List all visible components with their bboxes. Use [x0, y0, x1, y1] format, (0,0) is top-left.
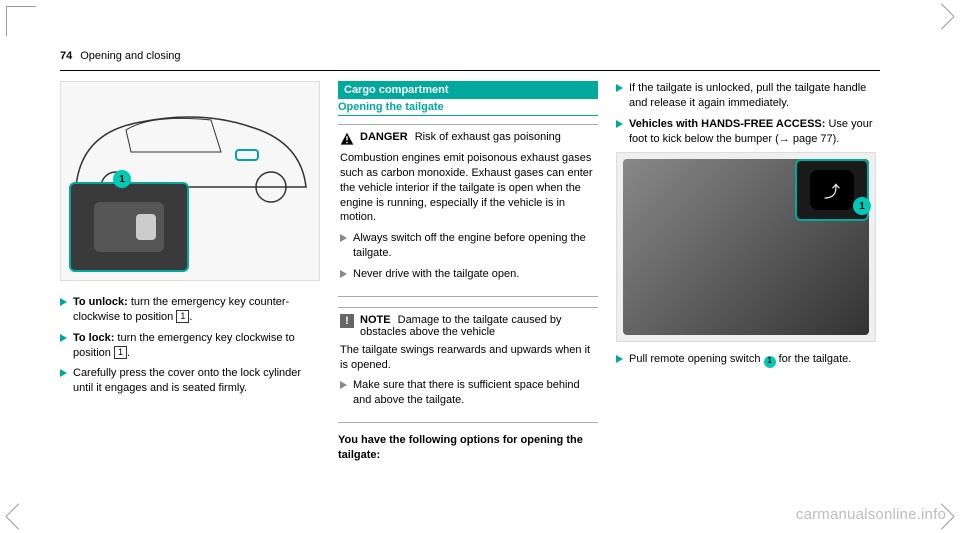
option-1: If the tailgate is unlocked, pull the ta…: [616, 81, 876, 111]
note-bullet-1: Make sure that there is sufficient space…: [340, 378, 596, 408]
tailgate-button-inset: ⤴ 1: [795, 159, 869, 221]
note-icon: !: [340, 314, 354, 328]
instruction-lock: To lock: turn the emergency key clockwis…: [60, 331, 320, 361]
cropmark-tl: [6, 6, 36, 36]
handsfree-label: Vehicles with HANDS-FREE ACCESS:: [629, 118, 825, 130]
note-label: NOTE: [360, 314, 391, 326]
danger-title: Risk of exhaust gas poisoning: [412, 131, 561, 143]
press-text: Carefully press the cover onto the lock …: [73, 366, 320, 396]
note-box: ! NOTE Damage to the tailgate caused by …: [338, 307, 598, 423]
danger-box: DANGER Risk of exhaust gas poisoning Com…: [338, 124, 598, 297]
marker-1-icon: 1: [853, 197, 871, 215]
section-name: Opening and closing: [80, 50, 180, 62]
subheading: Opening the tailgate: [338, 101, 598, 116]
tailgate-button: ⤴: [810, 170, 854, 210]
instruction-unlock: To unlock: turn the emergency key counte…: [60, 295, 320, 325]
column-3: If the tailgate is unlocked, pull the ta…: [616, 81, 876, 469]
bullet-icon: [60, 334, 67, 342]
column-1: 1 To unlock: turn the emergency key coun…: [60, 81, 320, 469]
danger-body: Combustion engines emit poisonous exhaus…: [340, 151, 596, 225]
bullet-icon: [340, 270, 347, 278]
bullet-icon: [616, 84, 623, 92]
options-intro: You have the following options for openi…: [338, 433, 598, 463]
bullet-icon: [616, 355, 623, 363]
danger-bullet-1: Always switch off the engine before open…: [340, 231, 596, 261]
note-body: The tailgate swings rearwards and upward…: [340, 343, 596, 373]
marker-1-icon: 1: [113, 170, 131, 188]
door-lock-figure: 1: [60, 81, 320, 281]
header-rule: [60, 70, 880, 71]
tailgate-open-icon: ⤴: [824, 178, 840, 202]
instruction-press: Carefully press the cover onto the lock …: [60, 366, 320, 396]
option-3: Pull remote opening switch 1 for the tai…: [616, 352, 876, 367]
watermark: carmanualsonline.info: [796, 506, 946, 523]
pull-switch-pre: Pull remote opening switch: [629, 353, 764, 365]
pull-switch-post: for the tailgate.: [776, 353, 852, 365]
lock-cylinder-inset: 1: [69, 182, 189, 272]
position-ref: 1: [114, 346, 127, 359]
danger-label: DANGER: [360, 131, 408, 143]
bullet-icon: [616, 120, 623, 128]
unlock-label: To unlock:: [73, 296, 128, 308]
page-content: 74 Opening and closing 1: [60, 50, 920, 510]
remote-switch-figure: ⤴ 1: [616, 152, 876, 342]
marker-ref-1: 1: [764, 356, 776, 368]
position-ref: 1: [176, 310, 189, 323]
column-2: Cargo compartment Opening the tailgate D…: [338, 81, 598, 469]
cropmark-tr: [924, 6, 954, 36]
bullet-icon: [60, 298, 67, 306]
cropmark-bl: [6, 497, 36, 527]
lock-label: To lock:: [73, 332, 114, 344]
bullet-icon: [60, 369, 67, 377]
emergency-key-icon: [94, 202, 164, 252]
page-header: 74 Opening and closing: [60, 50, 920, 62]
section-header: Cargo compartment: [338, 81, 598, 99]
page-number: 74: [60, 50, 72, 62]
option-2: Vehicles with HANDS-FREE ACCESS: Use you…: [616, 117, 876, 147]
bullet-icon: [340, 381, 347, 389]
bullet-icon: [340, 234, 347, 242]
danger-icon: [340, 132, 354, 146]
danger-bullet-2: Never drive with the tailgate open.: [340, 267, 596, 282]
